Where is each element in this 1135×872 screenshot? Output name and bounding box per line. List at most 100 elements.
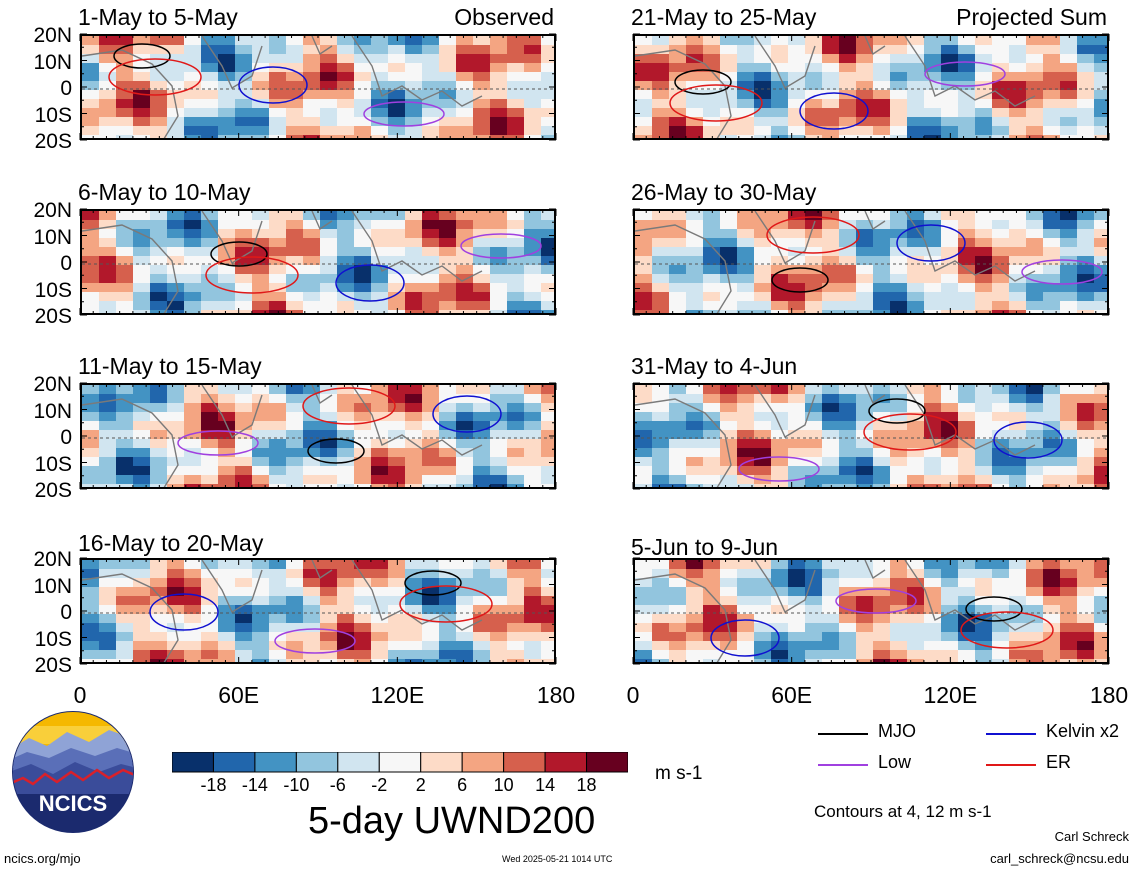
field-cell (669, 220, 687, 230)
field-cell (822, 135, 840, 138)
field-cell (99, 659, 117, 662)
field-cell (405, 256, 423, 266)
field-cell (975, 256, 993, 266)
field-cell (1026, 54, 1044, 64)
field-cell (507, 641, 525, 651)
field-cell (99, 466, 117, 476)
field-cell (652, 301, 670, 311)
field-cell (507, 54, 525, 64)
field-cell (754, 45, 772, 55)
lat-tick-label: 0 (60, 252, 72, 275)
field-cell (218, 117, 236, 127)
field-cell (201, 632, 219, 642)
field-cell (805, 560, 823, 570)
field-cell (269, 385, 287, 395)
field-cell (652, 560, 670, 570)
field-cell (218, 569, 236, 579)
field-cell (218, 587, 236, 597)
field-cell (635, 605, 653, 615)
field-cell (218, 457, 236, 467)
field-cell (150, 274, 168, 284)
field-cell (686, 63, 704, 73)
field-cell (133, 283, 151, 293)
field-cell (822, 403, 840, 413)
field-cell (252, 135, 270, 138)
field-cell (839, 412, 857, 422)
field-cell (1077, 135, 1095, 138)
field-cell (150, 72, 168, 82)
field-cell (541, 421, 554, 431)
field-cell (133, 394, 151, 404)
field-cell (507, 484, 525, 487)
field-cell (686, 421, 704, 431)
field-cell (856, 247, 874, 257)
field-cell (218, 229, 236, 239)
field-cell (541, 466, 554, 476)
field-cell (686, 292, 704, 302)
axis-ticks (79, 382, 557, 490)
field-cell (490, 412, 508, 422)
site-link[interactable]: ncics.org/mjo (4, 851, 81, 866)
field-cell (82, 623, 100, 633)
email[interactable]: carl_schreck@ncsu.edu (990, 851, 1129, 866)
wind-field (82, 385, 554, 487)
field-cell (422, 650, 440, 660)
field-cell (873, 220, 891, 230)
field-cell (235, 63, 253, 73)
field-cell (201, 430, 219, 440)
field-cell (184, 265, 202, 275)
field-cell (1060, 605, 1078, 615)
field-cell (116, 614, 134, 624)
field-cell (371, 385, 389, 395)
field-cell (992, 421, 1010, 431)
field-cell (167, 36, 185, 46)
field-cell (201, 659, 219, 662)
field-cell (320, 403, 338, 413)
field-cell (303, 81, 321, 91)
field-cell (703, 403, 721, 413)
field-cell (839, 466, 857, 476)
field-cell (788, 99, 806, 109)
field-cell (99, 587, 117, 597)
field-cell (754, 126, 772, 136)
field-cell (201, 247, 219, 257)
field-cell (924, 650, 942, 660)
field-cell (1009, 283, 1027, 293)
field-cell (669, 310, 687, 313)
field-cell (1060, 54, 1078, 64)
field-cell (218, 99, 236, 109)
field-cell (473, 560, 491, 570)
field-cell (422, 484, 440, 487)
field-cell (737, 439, 755, 449)
field-cell (822, 283, 840, 293)
field-cell (541, 72, 554, 82)
field-cell (635, 614, 653, 624)
field-cell (490, 135, 508, 138)
field-cell (371, 301, 389, 311)
field-cell (99, 63, 117, 73)
contour-er (302, 387, 396, 425)
field-cell (218, 605, 236, 615)
field-cell (941, 135, 959, 138)
field-cell (439, 484, 457, 487)
field-cell (907, 72, 925, 82)
field-cell (167, 265, 185, 275)
field-cell (507, 403, 525, 413)
field-cell (652, 448, 670, 458)
field-cell (490, 632, 508, 642)
field-cell (337, 211, 355, 221)
field-cell (669, 54, 687, 64)
field-cell (703, 421, 721, 431)
field-cell (873, 650, 891, 660)
field-cell (184, 301, 202, 311)
field-cell (167, 256, 185, 266)
field-cell (788, 578, 806, 588)
field-cell (82, 301, 100, 311)
field-cell (133, 36, 151, 46)
field-cell (1060, 310, 1078, 313)
field-cell (235, 650, 253, 660)
field-cell (337, 614, 355, 624)
field-cell (541, 403, 554, 413)
field-cell (1026, 310, 1044, 313)
field-cell (805, 596, 823, 606)
